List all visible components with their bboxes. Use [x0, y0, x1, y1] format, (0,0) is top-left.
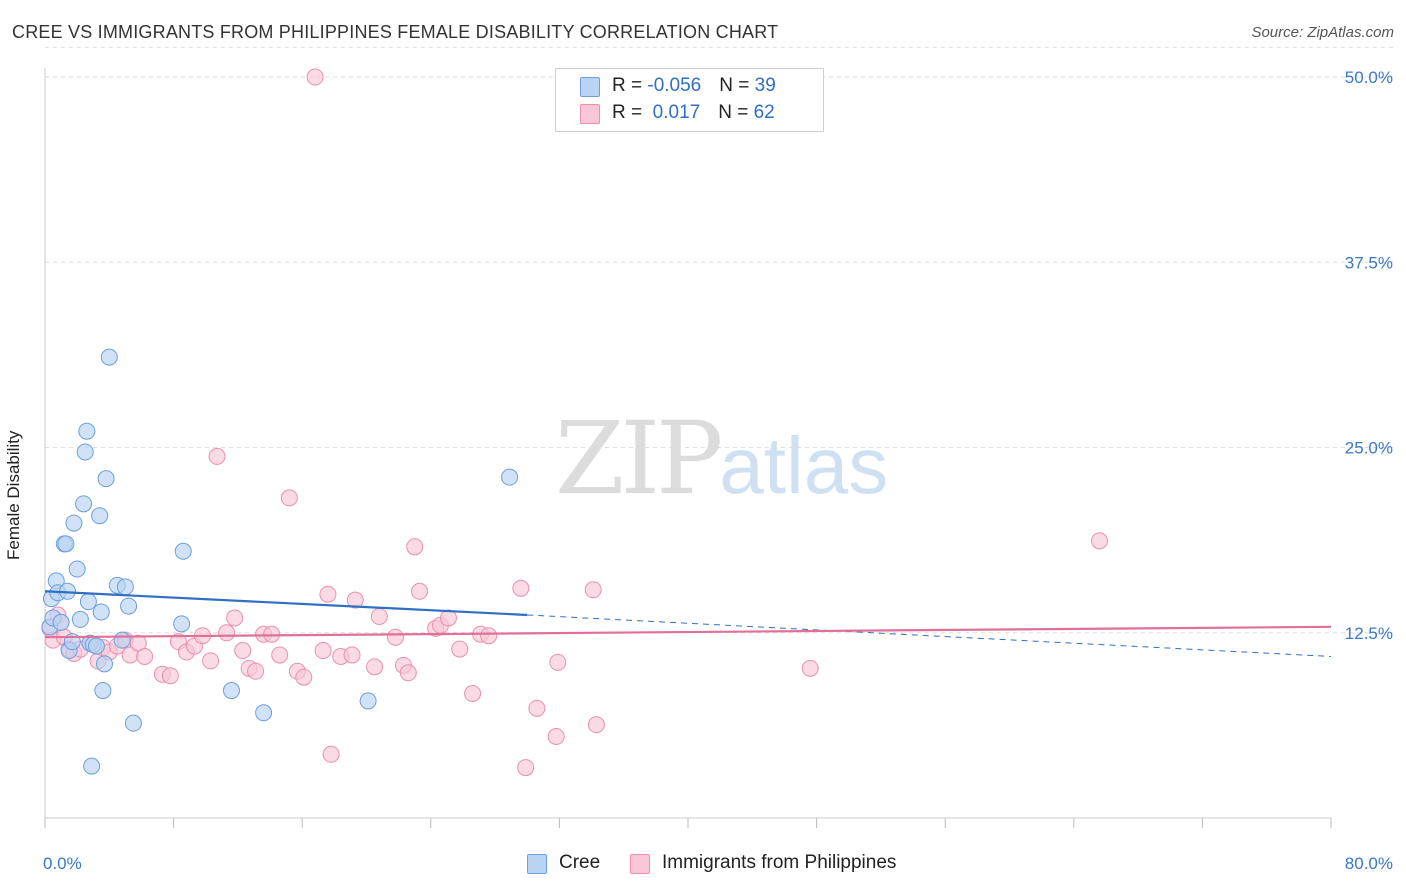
- point-phil: [322, 745, 340, 763]
- point-cree: [501, 468, 519, 486]
- point-cree: [78, 422, 96, 440]
- point-phil: [587, 716, 605, 734]
- point-phil: [161, 667, 179, 685]
- point-cree: [68, 560, 86, 578]
- point-phil: [439, 609, 457, 627]
- point-cree: [76, 443, 94, 461]
- point-phil: [136, 647, 154, 665]
- point-phil: [343, 646, 361, 664]
- bottom-legend-label-phil: Immigrants from Philippines: [662, 852, 897, 873]
- point-phil: [202, 652, 220, 670]
- point-phil: [208, 447, 226, 465]
- correlation-legend: R = -0.056 N = 39 R = 0.017 N = 62: [555, 68, 824, 132]
- point-cree: [255, 704, 273, 722]
- legend-phil-n-value: 62: [753, 102, 775, 123]
- point-cree: [222, 682, 240, 700]
- trendline-cree: [44, 590, 528, 617]
- point-phil: [549, 653, 567, 671]
- point-phil: [411, 582, 429, 600]
- point-phil: [386, 628, 404, 646]
- point-phil: [234, 642, 252, 660]
- point-cree: [71, 610, 89, 628]
- point-phil: [295, 668, 313, 686]
- point-cree: [79, 593, 97, 611]
- point-cree: [174, 542, 192, 560]
- legend-cree-r-value: -0.056: [647, 75, 702, 96]
- point-phil: [319, 585, 337, 603]
- point-phil: [1091, 532, 1109, 550]
- point-phil: [547, 727, 565, 745]
- point-cree: [52, 613, 70, 631]
- point-phil: [464, 685, 482, 703]
- legend-cree-n-label: N =: [719, 75, 755, 96]
- point-phil: [406, 538, 424, 556]
- y-axis-label: Female Disability: [4, 430, 23, 560]
- point-phil: [306, 68, 324, 86]
- legend-cree-n-value: 39: [754, 75, 776, 96]
- legend-swatch-cree: [580, 77, 600, 97]
- point-phil: [314, 642, 332, 660]
- bottom-legend-swatch-cree: [527, 854, 547, 874]
- legend-phil-r-label: R =: [612, 102, 648, 123]
- point-phil: [512, 579, 530, 597]
- point-phil: [247, 662, 265, 680]
- watermark-zip: ZIP: [555, 400, 723, 517]
- point-cree: [116, 578, 134, 596]
- point-phil: [801, 659, 819, 677]
- trendline-phil: [44, 625, 1332, 639]
- y-tick-label: 37.5%: [1345, 253, 1393, 272]
- point-phil: [226, 609, 244, 627]
- point-phil: [370, 607, 388, 625]
- point-cree: [124, 714, 142, 732]
- point-phil: [480, 627, 498, 645]
- x-tick-label-min: 0.0%: [43, 854, 82, 873]
- point-cree: [359, 692, 377, 710]
- watermark-atlas: atlas: [719, 421, 889, 510]
- legend-phil-n-label: N =: [718, 102, 754, 123]
- point-cree: [97, 470, 115, 488]
- legend-phil-r-value: 0.017: [647, 102, 701, 123]
- point-phil: [366, 658, 384, 676]
- point-cree: [113, 631, 131, 649]
- point-phil: [528, 699, 546, 717]
- y-tick-label: 50.0%: [1345, 68, 1393, 87]
- point-cree: [87, 637, 105, 655]
- point-phil: [218, 624, 236, 642]
- y-tick-label: 25.0%: [1345, 439, 1393, 458]
- bottom-legend-swatch-phil: [630, 854, 650, 874]
- legend-swatch-phil: [580, 104, 600, 124]
- point-phil: [280, 489, 298, 507]
- trendline-extension-cree: [527, 614, 1332, 657]
- point-cree: [57, 535, 75, 553]
- point-phil: [271, 646, 289, 664]
- watermark: ZIPatlas: [555, 400, 888, 517]
- point-cree: [95, 655, 113, 673]
- point-cree: [75, 495, 93, 513]
- point-phil: [451, 640, 469, 658]
- point-cree: [92, 603, 110, 621]
- point-cree: [120, 597, 138, 615]
- point-cree: [100, 348, 118, 366]
- point-cree: [173, 615, 191, 633]
- bottom-legend-label-cree: Cree: [559, 852, 601, 873]
- point-cree: [65, 514, 83, 532]
- y-tick-label: 12.5%: [1345, 624, 1393, 643]
- point-phil: [399, 664, 417, 682]
- point-phil: [584, 581, 602, 599]
- point-phil: [517, 759, 535, 777]
- x-tick-label-max: 80.0%: [1345, 854, 1393, 873]
- point-cree: [94, 682, 112, 700]
- source-label: Source: ZipAtlas.com: [1251, 24, 1394, 41]
- legend-cree-r-label: R =: [612, 75, 648, 96]
- point-cree: [91, 507, 109, 525]
- chart-title: CREE VS IMMIGRANTS FROM PHILIPPINES FEMA…: [12, 22, 779, 42]
- point-cree: [83, 757, 101, 775]
- point-phil: [346, 591, 364, 609]
